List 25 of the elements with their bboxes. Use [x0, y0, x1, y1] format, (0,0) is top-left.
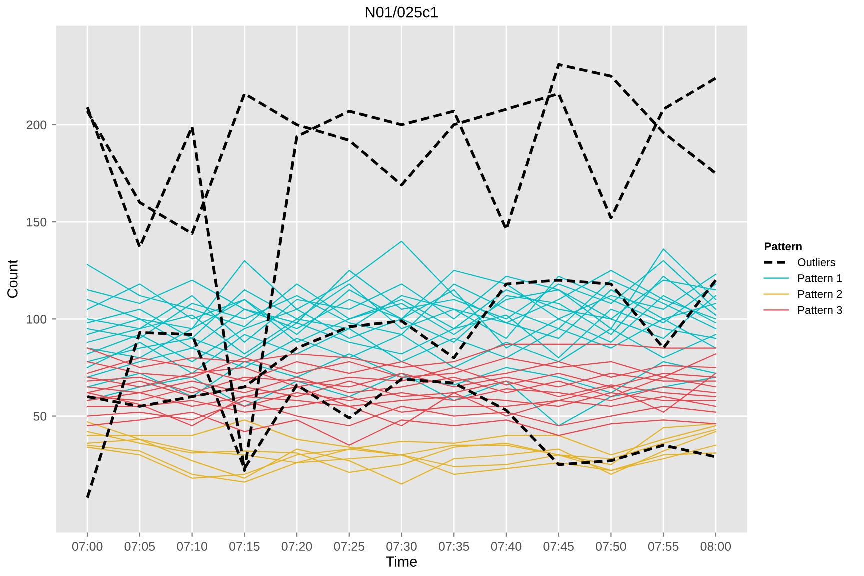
x-tick-label: 08:00 — [700, 542, 732, 552]
legend-label: Pattern 1 — [798, 274, 842, 282]
chart-title: N01/025c1 — [366, 6, 438, 18]
x-tick-label: 07:05 — [124, 542, 156, 552]
x-tick-label: 07:25 — [334, 542, 365, 552]
y-tick-label: 150 — [27, 218, 47, 227]
y-tick-label: 100 — [27, 314, 47, 324]
x-tick-label: 07:15 — [230, 542, 260, 552]
y-tick-label: 50 — [34, 412, 47, 421]
x-tick-label: 07:40 — [491, 542, 522, 552]
x-axis-title: Time — [386, 556, 418, 567]
x-tick-label: 07:45 — [544, 542, 574, 552]
y-tick-label: 200 — [26, 120, 47, 130]
legend-title: Pattern — [765, 242, 802, 251]
x-tick-label: 07:55 — [648, 542, 679, 552]
legend-label: Pattern 2 — [798, 290, 842, 298]
x-tick-label: 07:30 — [386, 542, 417, 552]
x-tick-label: 07:50 — [596, 542, 626, 552]
x-tick-label: 07:10 — [177, 542, 208, 552]
y-axis-title: Count — [8, 260, 18, 298]
x-tick-label: 07:00 — [72, 542, 103, 552]
x-tick-label: 07:35 — [438, 542, 470, 552]
legend-label: Pattern 3 — [798, 306, 842, 314]
x-tick-label: 07:20 — [282, 542, 312, 552]
legend-label: Outliers — [798, 258, 836, 266]
